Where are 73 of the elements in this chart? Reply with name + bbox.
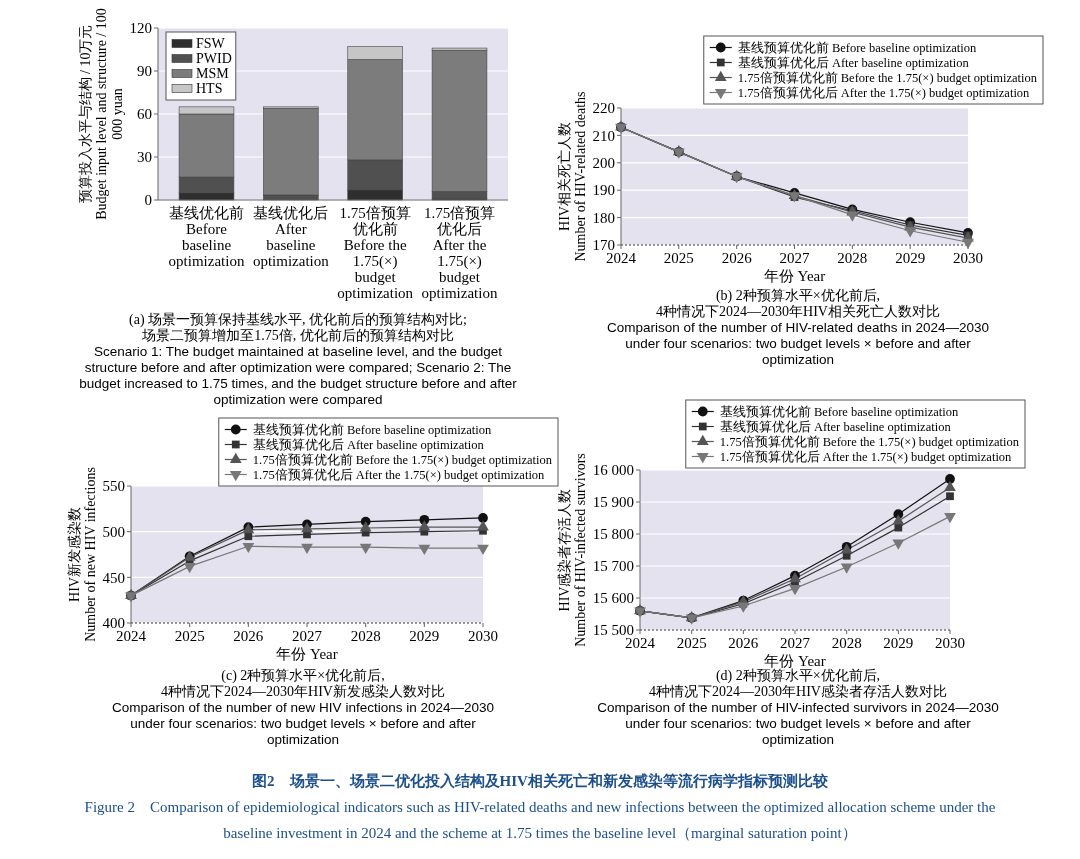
text: (d) 2种预算水平×优化前后, 4种情况下2024—2030年HIV感染者存活人数对比	[649, 668, 947, 699]
x-tick-label: 2029	[883, 635, 914, 651]
text: (b) 2种预算水平×优化前后, 4种情况下2024—2030年HIV相关死亡人数对比	[656, 288, 940, 319]
y-tick-label: 90	[137, 63, 152, 80]
legend-label: 1.75倍预算优化后 After the 1.75(×) budget optimization	[719, 449, 1013, 464]
x-tick-label: 2026	[728, 635, 759, 651]
legend-label: 基线预算优化前 Before baseline optimization	[252, 422, 493, 437]
text: Comparison of the number of HIV-related deaths in 2024—2030 under four scenarios: two budget levels × before and after optimization	[607, 320, 989, 367]
caption: Figure 2 Comparison of epidemiological indicators such as HIV-related deaths and new infections between the optimized allocation scheme under the baseline investment in 2024 and the scheme at 1.75 times the baseline level（marginal saturation point）	[84, 799, 996, 841]
x-tick-label: 2027	[292, 628, 323, 644]
legend-label: MSM	[196, 66, 230, 82]
y-axis-title: HIV相关死亡人数 Number of HIV-related deaths	[556, 91, 588, 262]
legend-label: 基线预算优化前 Before baseline optimization	[719, 404, 960, 419]
legend-label: FSW	[196, 36, 226, 52]
x-tick-label: 2030	[953, 250, 983, 266]
y-tick-label: 450	[102, 569, 125, 586]
x-tick-label: 2027	[780, 635, 811, 651]
y-tick-label: 120	[129, 20, 152, 37]
x-tick-label: 2025	[676, 635, 707, 651]
y-tick-label: 15 800	[592, 526, 634, 543]
x-tick-label: 1.75倍预算优化前 Before the 1.75(×) budget optimization	[337, 205, 414, 301]
x-tick-label: 1.75倍预算优化后 After the 1.75(×) budget optimization	[421, 205, 498, 301]
x-tick-label: 2029	[409, 628, 440, 644]
y-tick-label: 0	[144, 192, 152, 209]
y-tick-label: 30	[137, 149, 152, 166]
y-tick-label: 16 000	[592, 462, 634, 479]
legend-label: 1.75倍预算优化前 Before the 1.75(×) budget optimization	[252, 452, 553, 467]
legend-label: 1.75倍预算优化后 After the 1.75(×) budget optimization	[252, 467, 546, 482]
x-tick-label: 2025	[663, 250, 694, 266]
legend-label: 基线预算优化后 After baseline optimization	[719, 419, 952, 434]
x-tick-label: 基线优化前 Before baseline optimization	[168, 205, 245, 269]
x-tick-label: 2030	[468, 628, 498, 644]
text: Comparison of the number of new HIV infections in 2024—2030 under four scenarios: two budget levels × before and after optimization	[112, 700, 494, 747]
x-tick-label: 2028	[831, 635, 862, 651]
x-tick-label: 2026	[233, 628, 264, 644]
legend-label: 1.75倍预算优化前 Before the 1.75(×) budget optimization	[719, 434, 1020, 449]
y-axis-title: HIV新发感染数 Number of new HIV infections	[66, 467, 98, 642]
text: Scenario 1: The budget maintained at baseline level, and the budget structure before and after optimization were compared; Scenario 2: The budget increased to 1.75 times, and the budget structure before and after optimization were compared	[79, 344, 518, 407]
x-axis-title: 年份 Year	[764, 653, 826, 669]
x-tick-label: 2029	[895, 250, 926, 266]
legend-label: 1.75倍预算优化前 Before the 1.75(×) budget optimization	[737, 70, 1038, 85]
y-tick-label: 220	[592, 100, 615, 117]
y-tick-label: 60	[137, 106, 152, 123]
x-axis-title: 年份 Year	[763, 268, 826, 284]
caption: 图2 场景一、场景二优化投入结构及HIV相关死亡和新发感染等流行病学指标预测比较	[252, 772, 829, 789]
x-tick-label: 2028	[350, 628, 381, 644]
y-tick-label: 15 900	[592, 494, 634, 511]
y-axis-title: 预算投入水平与结构 / 10万元 Budget input level and structure / 100 000 yuan	[77, 8, 125, 220]
y-tick-label: 15 700	[592, 558, 634, 575]
x-tick-label: 基线优化后 After baseline optimization	[252, 205, 330, 269]
legend-label: HTS	[196, 81, 223, 97]
legend-label: PWID	[196, 51, 232, 67]
x-tick-label: 2030	[935, 635, 965, 651]
text: (a) 场景一预算保持基线水平, 优化前后的预算结构对比; 场景二预算增加至1.75倍, 优化前后的预算结构对比	[129, 312, 467, 343]
y-tick-label: 15 600	[592, 590, 634, 607]
text: (c) 2种预算水平×优化前后, 4种情况下2024—2030年HIV新发感染人数对比	[161, 668, 445, 699]
x-tick-label: 2027	[779, 250, 810, 266]
x-tick-label: 2026	[721, 250, 753, 266]
y-tick-label: 190	[592, 182, 615, 199]
text: Comparison of the number of HIV-infected survivors in 2024—2030 under four scenarios: two budget levels × before and after optimization	[597, 700, 999, 747]
x-tick-label: 2025	[174, 628, 205, 644]
legend-label: 基线预算优化前 Before baseline optimization	[737, 40, 978, 55]
legend-label: 1.75倍预算优化后 After the 1.75(×) budget optimization	[737, 85, 1031, 100]
x-tick-label: 2028	[837, 250, 868, 266]
x-axis-title: 年份 Year	[276, 646, 338, 662]
y-tick-label: 200	[592, 155, 615, 172]
y-tick-label: 550	[102, 478, 125, 495]
y-tick-label: 180	[592, 209, 615, 226]
y-tick-label: 500	[102, 523, 125, 540]
legend-label: 基线预算优化后 After baseline optimization	[252, 437, 485, 452]
y-tick-label: 210	[592, 127, 615, 144]
legend-label: 基线预算优化后 After baseline optimization	[737, 55, 970, 70]
y-axis-title: HIV感染者存活人数 Number of HIV-infected survivors	[556, 453, 588, 647]
